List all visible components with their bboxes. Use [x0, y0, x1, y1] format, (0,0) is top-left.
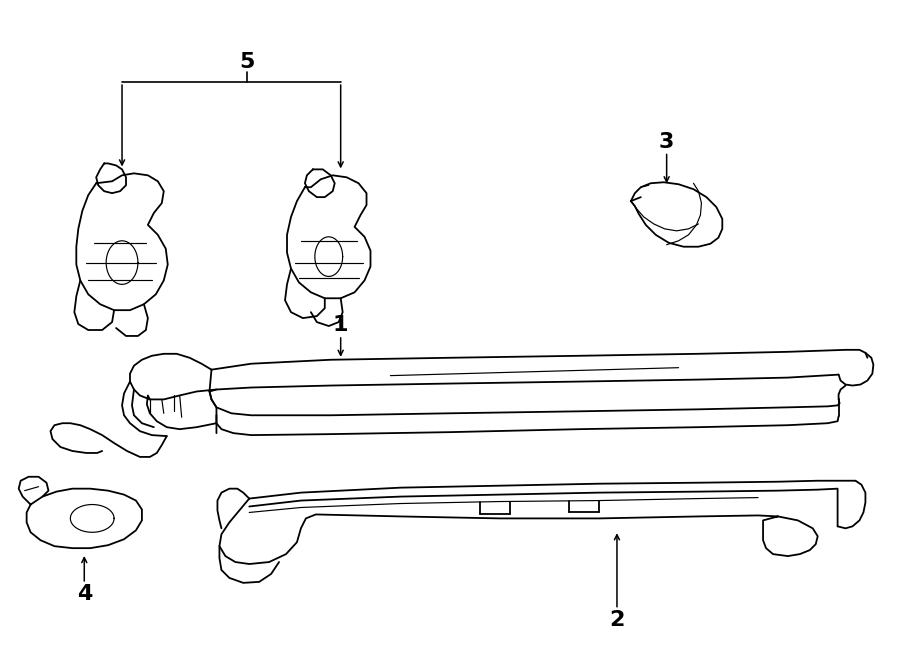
Text: 1: 1 [333, 315, 348, 335]
Text: 3: 3 [659, 132, 674, 151]
Text: 2: 2 [609, 609, 625, 629]
Text: 5: 5 [239, 52, 255, 72]
Text: 4: 4 [76, 584, 92, 603]
